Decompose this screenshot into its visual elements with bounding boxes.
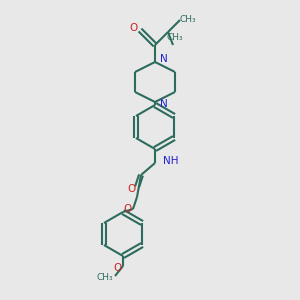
Text: CH₃: CH₃ [167,32,183,41]
Text: CH₃: CH₃ [97,274,113,283]
Text: O: O [127,184,135,194]
Text: O: O [113,263,121,273]
Text: O: O [130,23,138,33]
Text: CH₃: CH₃ [180,16,196,25]
Text: N: N [160,99,168,109]
Text: NH: NH [163,156,178,166]
Text: O: O [123,204,131,214]
Text: N: N [160,54,168,64]
